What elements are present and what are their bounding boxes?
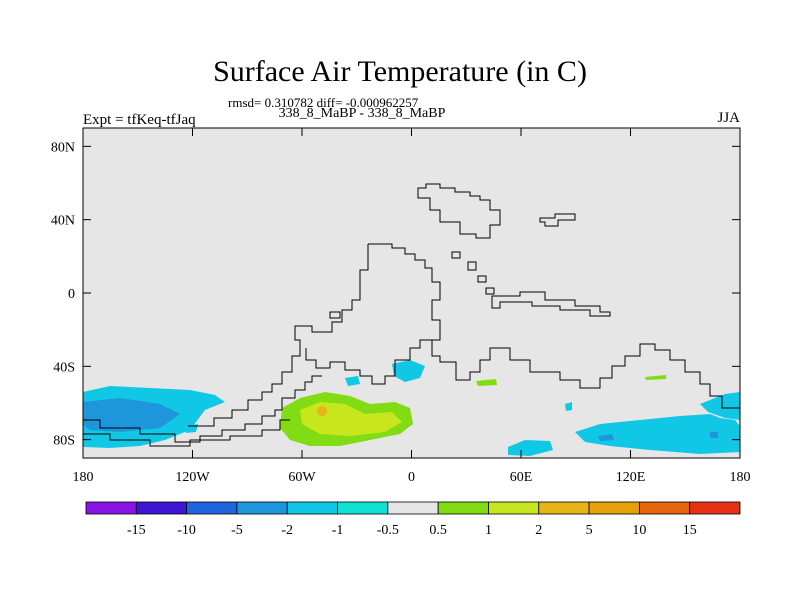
cool-anomaly-core	[710, 432, 718, 438]
season-label: JJA	[717, 110, 740, 126]
lat-tick-label: 0	[68, 287, 75, 302]
island-outline	[467, 261, 477, 271]
lat-tick-label: 40S	[53, 360, 75, 375]
landmass-outline	[368, 243, 740, 409]
colorbar-label: -0.5	[377, 523, 399, 538]
landmass-outline	[491, 291, 611, 317]
lat-tick-label: 40N	[51, 214, 75, 229]
colorbar-label: -15	[127, 523, 146, 538]
colorbar: -15 -10 -5 -2 -1 -0.5 0.5 1 2 5 10 15	[85, 501, 741, 538]
cool-anomaly-small	[565, 402, 572, 411]
cool-anomaly-core	[83, 398, 180, 432]
latitude-axis: 80N 40N 0 40S 80S	[51, 140, 740, 449]
continent-outlines	[83, 183, 740, 447]
longitude-axis: 180 120W 60W 0 60E 120E 180	[73, 128, 751, 485]
lon-tick-label: 180	[73, 470, 94, 485]
colorbar-label: -5	[231, 523, 243, 538]
colorbar-swatch	[588, 501, 640, 515]
island-outline	[485, 287, 495, 295]
colorbar-swatch	[286, 501, 338, 515]
lat-tick-label: 80S	[53, 434, 75, 449]
landmass-outline	[539, 213, 576, 227]
colorbar-label: 0.5	[429, 523, 447, 538]
warm-anomaly-small	[476, 379, 497, 386]
colorbar-swatch	[538, 501, 590, 515]
colorbar-swatch	[186, 501, 238, 515]
colorbar-swatch	[488, 501, 540, 515]
colorbar-label: 10	[632, 523, 646, 538]
island-outline	[477, 275, 487, 283]
cool-anomaly-core	[598, 434, 614, 441]
colorbar-swatch	[689, 501, 741, 515]
colorbar-swatch	[638, 501, 691, 515]
map-title: Surface Air Temperature (in C)	[213, 55, 587, 88]
lon-tick-label: 120E	[616, 470, 646, 485]
colorbar-swatch	[236, 501, 288, 515]
stats-text: rmsd= 0.310782 diff= -0.000962257	[228, 95, 419, 110]
colorbar-label: 1	[485, 523, 492, 538]
experiment-label: 338_8_MaBP - 338_8_MaBP	[278, 106, 446, 121]
landmass-outline	[83, 375, 322, 443]
colorbar-label: -1	[332, 523, 344, 538]
landmass-outline	[305, 339, 432, 385]
island-outline	[451, 251, 461, 259]
cool-anomaly-small	[345, 376, 360, 386]
lon-tick-label: 0	[408, 470, 415, 485]
lon-tick-label: 180	[730, 470, 751, 485]
colorbar-label: -10	[177, 523, 196, 538]
colorbar-swatch	[85, 501, 137, 515]
lon-tick-label: 120W	[175, 470, 210, 485]
lon-tick-label: 60E	[510, 470, 533, 485]
cool-anomaly-region	[700, 392, 740, 420]
warm-anomaly-peak	[317, 406, 327, 416]
warm-anomaly-small	[645, 375, 666, 380]
anomaly-shading	[83, 360, 740, 456]
expt-label: Expt = tfKeq-tfJaq	[83, 112, 196, 128]
landmass-outline	[417, 183, 501, 239]
colorbar-label: 2	[535, 523, 542, 538]
landmass-outline	[83, 419, 290, 447]
colorbar-label: 5	[586, 523, 593, 538]
colorbar-swatch	[437, 501, 489, 515]
colorbar-swatch	[337, 501, 389, 515]
lat-tick-label: 80N	[51, 140, 75, 155]
island-outline	[329, 311, 341, 319]
colorbar-swatch	[387, 501, 439, 515]
colorbar-swatch	[135, 501, 188, 515]
lon-tick-label: 60W	[288, 470, 316, 485]
cool-anomaly-atlantic	[392, 360, 425, 382]
landmass-outline	[188, 244, 369, 427]
colorbar-label: -2	[281, 523, 293, 538]
cool-anomaly-region	[508, 440, 553, 456]
colorbar-label: 15	[683, 523, 697, 538]
cool-anomaly-region	[575, 414, 740, 454]
